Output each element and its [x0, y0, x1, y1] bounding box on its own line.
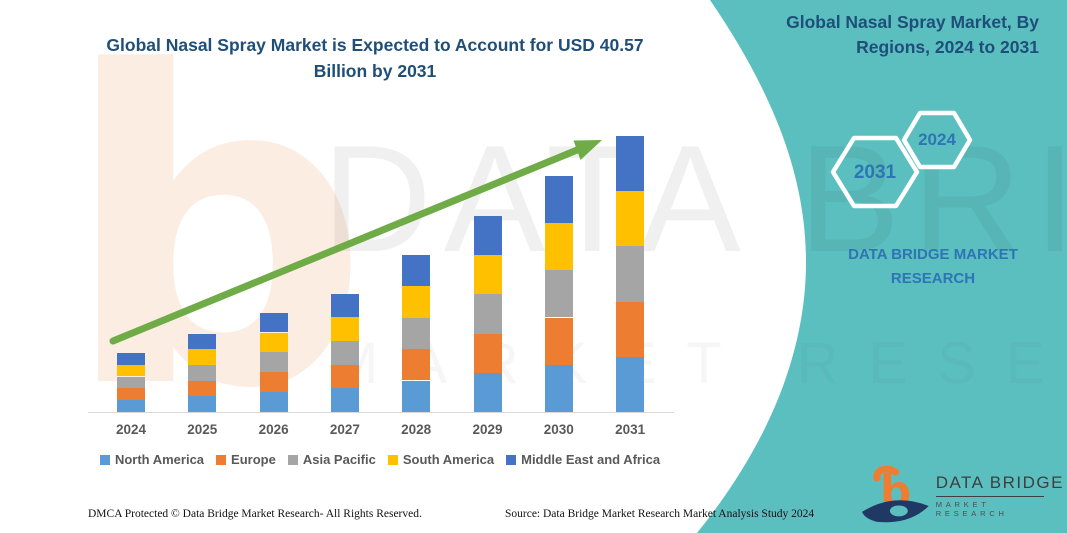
legend-item-asia-pacific: Asia Pacific: [287, 452, 376, 467]
x-axis-tick-2031: 2031: [615, 422, 646, 437]
footer-source-text: Source: Data Bridge Market Research Mark…: [505, 508, 815, 520]
bar-segment-middle-east-and-africa-2028: [402, 254, 431, 287]
bar-segment-europe-2024: [117, 388, 145, 401]
data-bridge-logo-icon: b: [861, 465, 929, 523]
legend-item-south-america: South America: [387, 452, 495, 467]
legend-label-asia-pacific: Asia Pacific: [302, 452, 376, 467]
bar-segment-asia-pacific-2028: [402, 317, 431, 350]
logo-subname: MARKET RESEARCH: [935, 499, 1008, 518]
bar-segment-middle-east-and-africa-2026: [259, 312, 288, 333]
hexagon-2031-label: 2031: [853, 162, 897, 183]
bar-segment-north-america-2024: [117, 400, 145, 412]
bar-segment-north-america-2026: [259, 392, 288, 412]
bar-segment-south-america-2027: [330, 317, 359, 341]
x-axis-tick-2026: 2026: [258, 422, 289, 437]
bar-segment-middle-east-and-africa-2030: [544, 175, 573, 223]
logo-divider: [935, 495, 1044, 497]
bar-segment-europe-2030: [544, 317, 573, 365]
chart-title-line1: Global Nasal Spray Market is Expected to…: [106, 35, 644, 55]
bar-segment-europe-2029: [473, 333, 502, 373]
brand-text-line2: RESEARCH: [890, 270, 976, 287]
legend-label-south-america: South America: [402, 452, 495, 467]
bar-segment-north-america-2025: [188, 396, 217, 412]
bar-segment-middle-east-and-africa-2027: [330, 293, 359, 318]
x-axis-tick-2025: 2025: [187, 422, 218, 437]
x-axis-tick-2027: 2027: [329, 422, 360, 437]
x-axis-tick-2024: 2024: [115, 422, 147, 437]
data-bridge-logo: b DATA BRIDGE MARKET RESEARCH: [858, 462, 1067, 528]
legend-item-north-america: North America: [99, 452, 205, 467]
bar-segment-asia-pacific-2025: [188, 365, 217, 381]
chart-title: Global Nasal Spray Market is Expected to…: [85, 32, 665, 84]
legend-swatch-middle-east-and-africa: [506, 454, 517, 465]
panel-title-line1: Global Nasal Spray Market, By: [786, 12, 1039, 32]
x-axis-tick-2030: 2030: [543, 422, 574, 437]
footer-dmca-text: DMCA Protected © Data Bridge Market Rese…: [88, 508, 422, 520]
bar-segment-europe-2027: [330, 364, 359, 389]
legend-swatch-north-america: [99, 454, 110, 465]
bar-segment-south-america-2026: [259, 332, 288, 353]
bar-segment-asia-pacific-2024: [117, 376, 145, 389]
logo-name: DATA BRIDGE: [935, 472, 1064, 492]
logo-text-block: DATA BRIDGE MARKET RESEARCH: [935, 472, 1067, 518]
bar-segment-asia-pacific-2030: [544, 270, 573, 318]
bar-segment-europe-2025: [188, 380, 217, 397]
x-axis-tick-2028: 2028: [401, 422, 432, 437]
bar-segment-south-america-2029: [473, 255, 502, 295]
bar-segment-europe-2028: [402, 349, 431, 381]
bar-segment-middle-east-and-africa-2031: [616, 136, 645, 192]
x-axis-line: [88, 412, 674, 413]
legend-swatch-europe: [216, 454, 227, 465]
legend-label-middle-east-and-africa: Middle East and Africa: [521, 452, 661, 467]
panel-title: Global Nasal Spray Market, By Regions, 2…: [709, 10, 1039, 60]
bar-segment-asia-pacific-2029: [473, 294, 502, 334]
legend-label-europe: Europe: [231, 452, 276, 467]
bar-segment-north-america-2027: [330, 388, 359, 412]
bar-segment-north-america-2028: [402, 380, 431, 412]
bar-segment-middle-east-and-africa-2024: [117, 352, 145, 365]
legend-item-middle-east-and-africa: Middle East and Africa: [506, 452, 660, 467]
x-axis-tick-2029: 2029: [472, 422, 503, 437]
logo-swoosh-hole: [889, 505, 908, 517]
bar-segment-south-america-2030: [544, 223, 573, 271]
bar-segment-north-america-2029: [473, 372, 502, 412]
bar-segment-asia-pacific-2027: [330, 340, 359, 365]
legend-item-europe: Europe: [216, 452, 276, 467]
legend-swatch-asia-pacific: [287, 454, 298, 465]
hexagon-2024-label: 2024: [918, 130, 956, 149]
bar-segment-north-america-2030: [544, 364, 573, 412]
bar-segment-south-america-2025: [188, 349, 217, 366]
bar-segment-south-america-2031: [616, 191, 645, 247]
bar-segment-south-america-2028: [402, 286, 431, 318]
chart-title-line2: Billion by 2031: [313, 61, 437, 81]
bar-segment-middle-east-and-africa-2025: [188, 333, 217, 350]
chart-legend: North America Europe Asia Pacific South Ame…: [90, 452, 670, 467]
bar-segment-asia-pacific-2026: [259, 352, 288, 373]
bar-segment-asia-pacific-2031: [616, 246, 645, 302]
bar-segment-europe-2031: [616, 301, 645, 357]
legend-swatch-south-america: [387, 454, 398, 465]
panel-title-line2: Regions, 2024 to 2031: [856, 37, 1039, 57]
bar-segment-north-america-2031: [616, 356, 645, 412]
bar-segment-europe-2026: [259, 372, 288, 393]
bar-segment-middle-east-and-africa-2029: [473, 216, 502, 256]
legend-label-north-america: North America: [114, 452, 205, 467]
brand-text-line1: DATA BRIDGE MARKET: [848, 246, 1018, 263]
brand-text-block: DATA BRIDGE MARKET RESEARCH: [828, 243, 1038, 291]
bar-segment-south-america-2024: [117, 364, 145, 377]
